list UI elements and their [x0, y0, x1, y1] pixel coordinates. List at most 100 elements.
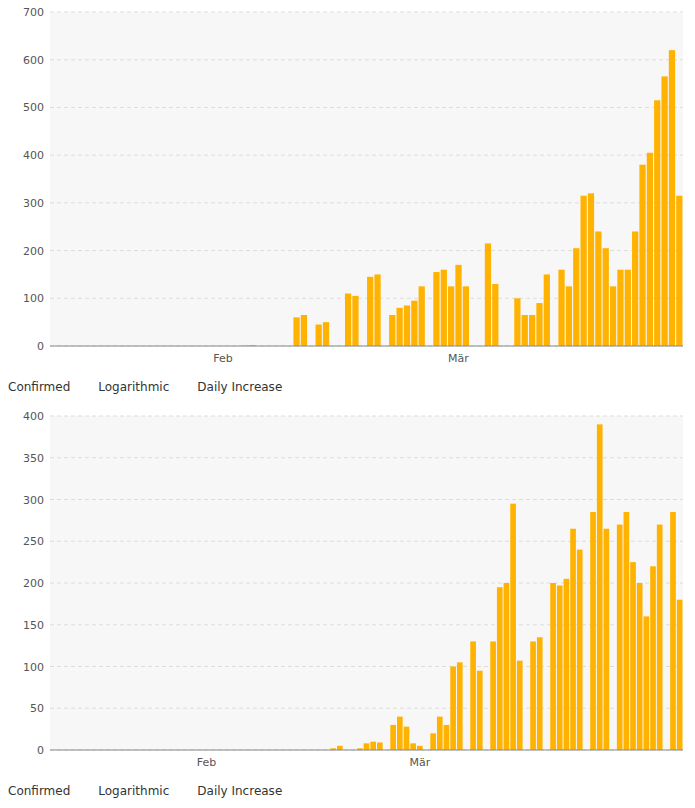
bar	[669, 50, 675, 346]
tab-row: ConfirmedLogarithmicDaily Increase	[8, 380, 282, 394]
plot-area	[50, 12, 683, 346]
y-tick-label: 0	[37, 744, 44, 757]
bar	[492, 284, 498, 346]
bar	[444, 725, 450, 750]
bar	[419, 286, 425, 346]
bar	[617, 525, 623, 750]
bar	[517, 661, 523, 750]
grid-line	[50, 457, 683, 458]
bar	[522, 315, 528, 346]
bar	[441, 270, 447, 346]
y-tick-label: 50	[30, 702, 44, 715]
grid-line	[50, 499, 683, 500]
grid-line	[50, 708, 683, 709]
bar	[647, 153, 653, 346]
y-tick-label: 400	[23, 410, 44, 423]
plot-area	[50, 416, 683, 750]
bar	[397, 717, 403, 750]
x-tick-label: Mär	[448, 352, 469, 365]
tab-row: Confirmed Logarithmic Daily Increase	[8, 784, 282, 798]
bar	[448, 286, 454, 346]
bar	[389, 315, 395, 346]
bar	[410, 743, 416, 750]
bar	[370, 742, 376, 750]
bar	[463, 286, 469, 346]
bar	[588, 193, 594, 346]
bar	[595, 231, 601, 346]
grid-line	[50, 59, 683, 60]
bar	[617, 270, 623, 346]
x-tick-label: Mär	[409, 756, 430, 769]
bar	[514, 298, 520, 346]
bar	[367, 277, 373, 346]
chart-panel: 0100200300400500600700FebMärConfirmedLog…	[8, 6, 683, 394]
bar	[537, 637, 543, 750]
bar	[637, 583, 643, 750]
tab-label: Daily Increase	[197, 784, 282, 798]
tab-label: Logarithmic	[98, 784, 169, 798]
bar	[529, 315, 535, 346]
bar	[490, 641, 496, 750]
bar	[455, 265, 461, 346]
figure: 0100200300400500600700FebMärConfirmedLog…	[0, 0, 695, 808]
bar	[337, 746, 343, 750]
bar	[570, 529, 576, 750]
y-tick-label: 700	[23, 6, 44, 19]
grid-line	[50, 750, 683, 751]
bar	[364, 743, 370, 750]
bar	[301, 315, 307, 346]
bar	[550, 583, 556, 750]
bar	[657, 525, 663, 750]
bar	[323, 322, 329, 346]
bar	[677, 600, 683, 750]
bar	[417, 746, 423, 750]
bar	[345, 294, 351, 346]
grid-line	[50, 541, 683, 542]
bar	[632, 231, 638, 346]
y-tick-label: 150	[23, 619, 44, 632]
bar	[374, 274, 380, 346]
tab-label: Confirmed	[8, 380, 70, 394]
y-tick-label: 100	[23, 661, 44, 674]
bar	[573, 248, 579, 346]
bar	[625, 270, 631, 346]
bar	[536, 303, 542, 346]
bar	[404, 727, 410, 750]
bar	[485, 243, 491, 346]
bar	[639, 165, 645, 346]
grid-line	[50, 624, 683, 625]
y-tick-label: 100	[23, 292, 44, 305]
bar	[590, 512, 596, 750]
bar	[661, 76, 667, 346]
y-tick-label: 400	[23, 149, 44, 162]
y-tick-label: 300	[23, 494, 44, 507]
x-axis-line	[50, 750, 683, 751]
tab-label: Daily Increase	[197, 380, 282, 394]
y-tick-label: 0	[37, 340, 44, 353]
y-tick-label: 350	[23, 452, 44, 465]
bars	[242, 50, 683, 346]
x-axis-line	[50, 346, 683, 347]
grid-line	[50, 107, 683, 108]
tab-label: Confirmed	[8, 784, 70, 798]
y-tick-label: 500	[23, 101, 44, 114]
x-tick-label: Feb	[197, 756, 216, 769]
bar	[581, 196, 587, 346]
bar	[676, 196, 682, 346]
bar	[316, 325, 322, 346]
bar	[411, 301, 417, 346]
grid-line	[50, 416, 683, 417]
bar	[654, 100, 660, 346]
bar	[504, 583, 510, 750]
y-tick-label: 200	[23, 245, 44, 258]
bar	[404, 305, 410, 346]
y-tick-label: 600	[23, 54, 44, 67]
bar	[352, 296, 358, 346]
bar	[293, 317, 299, 346]
grid-line	[50, 12, 683, 13]
bar	[530, 641, 536, 750]
bar	[377, 742, 383, 750]
bar	[430, 733, 436, 750]
bar	[630, 562, 636, 750]
chart-panel: 050100150200250300350400FebMärConfirmedL…	[8, 410, 683, 798]
